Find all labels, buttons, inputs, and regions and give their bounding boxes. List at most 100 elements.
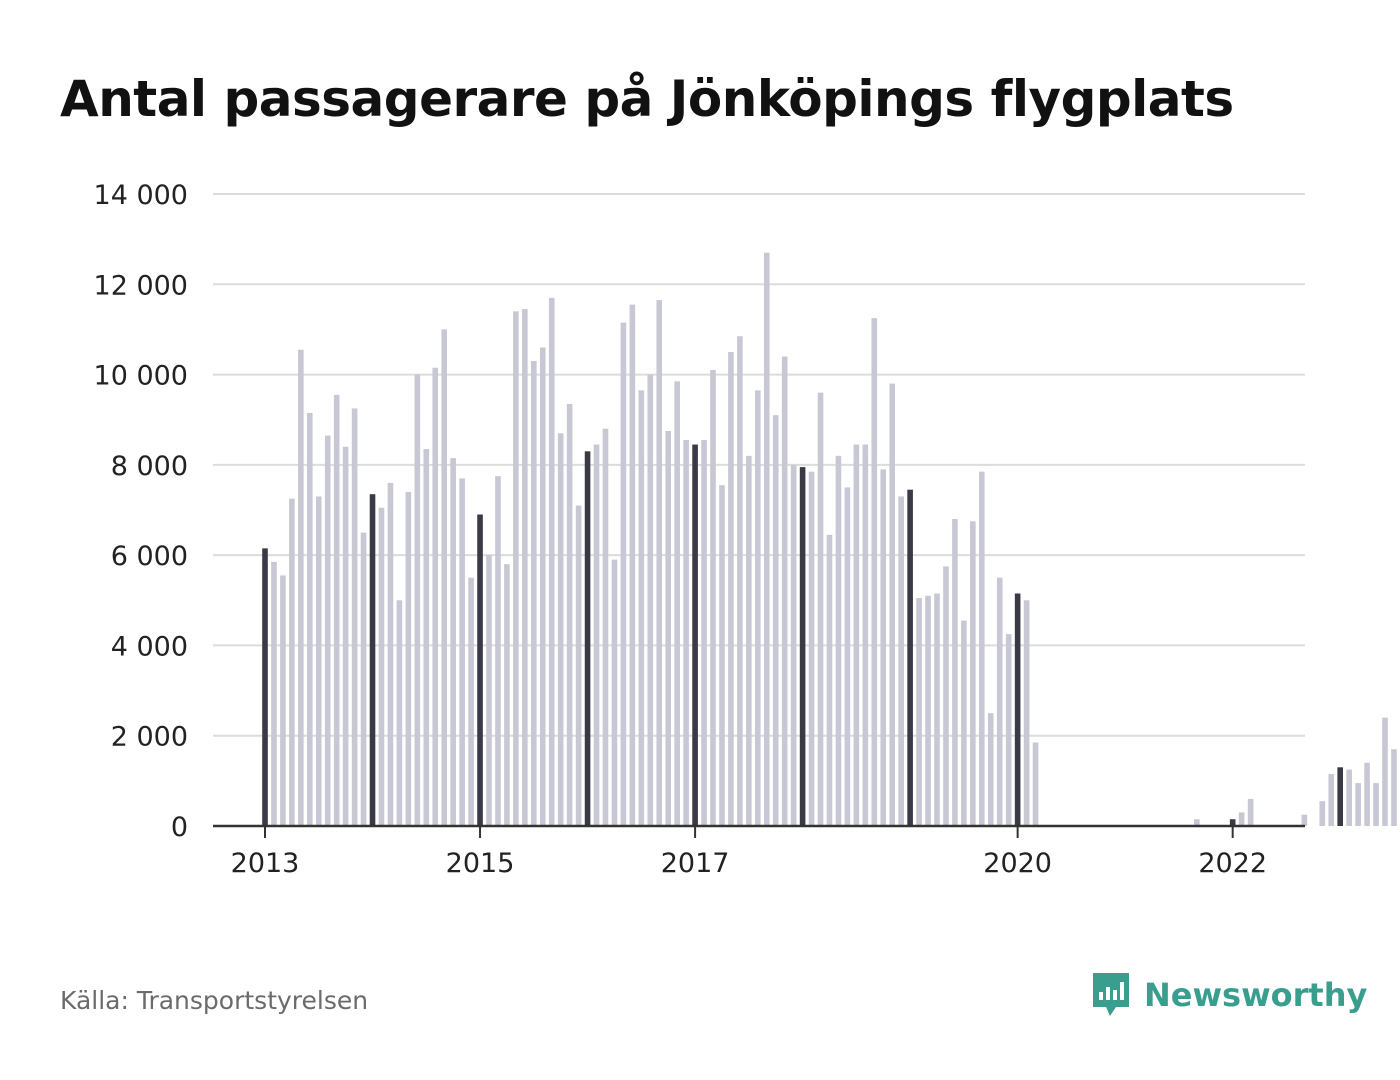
bar [880, 469, 887, 826]
bar [1229, 819, 1236, 826]
bar [432, 367, 439, 826]
bar [889, 383, 895, 826]
bar [835, 455, 842, 826]
bar [360, 532, 367, 826]
bar [808, 471, 815, 826]
y-axis-ticks: 0 2 000 4 000 6 000 8 000 10 000 12 000 14 000 [94, 180, 188, 843]
x-tick-label: 2013 [231, 848, 300, 879]
bar [907, 489, 913, 826]
bar [638, 390, 645, 826]
bar [369, 494, 376, 826]
bar [763, 252, 770, 826]
bar [862, 444, 869, 826]
bar [414, 374, 421, 826]
bar [450, 458, 456, 826]
bar [504, 564, 510, 826]
bars [262, 252, 1397, 827]
bar [289, 498, 295, 826]
bar [548, 297, 555, 826]
bar [262, 548, 268, 826]
bar [987, 713, 994, 826]
bar [593, 444, 600, 826]
bar [1247, 798, 1254, 826]
bar [656, 300, 663, 827]
bar [396, 600, 403, 826]
bar [683, 440, 689, 826]
bar [979, 471, 985, 826]
bar [584, 451, 591, 826]
bar [513, 311, 519, 826]
bar [405, 491, 412, 826]
bar [1023, 600, 1030, 826]
bar [495, 476, 501, 826]
bar [1014, 593, 1021, 826]
bar [817, 392, 824, 826]
bar [566, 403, 573, 826]
bar [1346, 769, 1352, 826]
bar [826, 534, 833, 826]
newsworthy-icon [1093, 973, 1129, 1016]
y-tick-label: 6 000 [111, 541, 188, 572]
bar [280, 575, 286, 826]
bar [1319, 801, 1326, 826]
bar [333, 394, 340, 826]
bar [575, 505, 582, 826]
bar [611, 559, 618, 826]
bar [1194, 819, 1200, 826]
x-tick-label: 2017 [661, 848, 730, 879]
bar [387, 482, 394, 826]
bar [342, 446, 349, 826]
bar [1391, 749, 1397, 826]
chart-title: Antal passagerare på Jönköpings flygplat… [60, 70, 1234, 128]
bar [719, 485, 725, 826]
bar [781, 356, 788, 826]
x-tick-label: 2020 [983, 848, 1052, 879]
bar [307, 412, 313, 826]
bar [1032, 742, 1039, 826]
bar [1005, 634, 1012, 826]
newsworthy-logo[interactable]: Newsworthy [1090, 970, 1367, 1020]
bar [916, 598, 922, 826]
bar [674, 381, 680, 826]
y-tick-label: 14 000 [94, 180, 188, 211]
bar [1382, 717, 1388, 826]
bar [1238, 812, 1245, 826]
bar [746, 455, 752, 826]
bar [970, 521, 976, 826]
bar [755, 390, 761, 826]
bar [701, 440, 707, 826]
bar [1328, 774, 1335, 826]
source-note: Källa: Transportstyrelsen [60, 986, 369, 1015]
bar [602, 428, 609, 826]
bar [271, 561, 277, 826]
bar [351, 408, 358, 826]
y-tick-label: 0 [171, 812, 188, 843]
x-axis-ticks: 201320152017202020222024 [231, 826, 1267, 879]
bar [539, 347, 546, 826]
bar [531, 361, 537, 826]
bar [996, 577, 1003, 826]
y-tick-label: 12 000 [94, 270, 188, 301]
bar [943, 566, 949, 826]
bar [459, 478, 465, 826]
x-tick-label: 2022 [1198, 848, 1267, 879]
bar [898, 496, 904, 826]
bar [844, 487, 851, 826]
bar [790, 464, 797, 826]
x-tick-label: 2015 [446, 848, 515, 879]
bar [522, 309, 528, 827]
bar [1364, 762, 1370, 826]
bar [468, 577, 474, 826]
bar [423, 449, 430, 826]
bar [665, 431, 671, 826]
bar [772, 415, 779, 826]
bar [692, 444, 698, 826]
bar [629, 304, 636, 827]
y-tick-label: 8 000 [111, 451, 188, 482]
y-tick-label: 10 000 [94, 361, 188, 392]
bar [557, 433, 564, 826]
bar [737, 336, 743, 826]
bar [853, 444, 860, 826]
bar [728, 352, 734, 826]
